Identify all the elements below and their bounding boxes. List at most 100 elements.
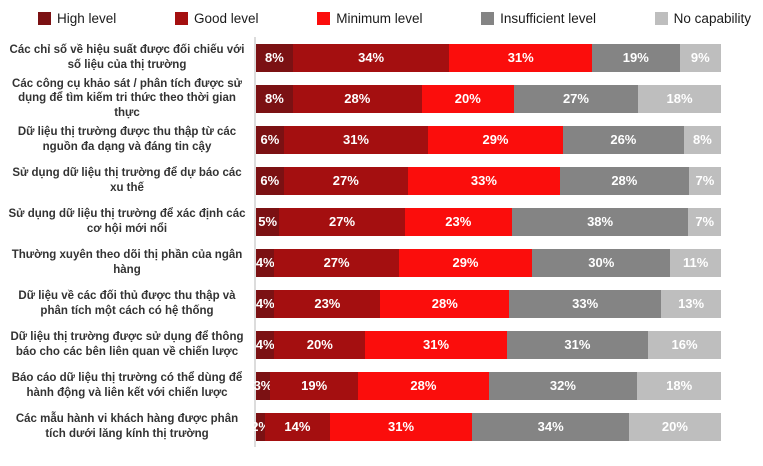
bar-segment-minimum-level: 31% — [365, 330, 507, 359]
value-label: 8% — [265, 50, 284, 65]
bar-area: 3% 19% 28% 32% 18% — [254, 365, 721, 406]
value-label: 20% — [661, 419, 688, 434]
value-label: 33% — [470, 173, 497, 188]
chart-row: Thường xuyên theo dõi thị phần của ngân … — [0, 242, 763, 283]
bar-segment-insufficient-level: 26% — [562, 125, 684, 154]
value-label: 9% — [690, 50, 710, 65]
value-label: 27% — [329, 214, 356, 229]
stacked-bar: 3% 19% 28% 32% 18% — [253, 371, 721, 400]
bar-segment-minimum-level: 28% — [380, 289, 510, 318]
bar-area: 6% 31% 29% 26% 8% — [254, 119, 722, 160]
bar-area: 8% 28% 20% 27% 18% — [254, 78, 721, 119]
value-label: 28% — [611, 173, 638, 188]
value-label: 3% — [253, 378, 273, 393]
value-label: 19% — [301, 378, 328, 393]
chart-row: Báo cáo dữ liệu thị trường có thể dùng đ… — [0, 365, 763, 406]
chart-row: Các công cụ khảo sát / phân tích được sử… — [0, 78, 763, 119]
chart-row: Dữ liệu về các đối thủ được thu thập và … — [0, 283, 763, 324]
bar-area: 4% 27% 29% 30% 11% — [254, 242, 722, 283]
legend-item-no-capability: No capability — [654, 11, 751, 26]
bar-segment-no-capability: 9% — [679, 43, 721, 72]
category-label: Dữ liệu thị trường được sử dụng để thông… — [10, 330, 244, 358]
chart-row: Các chỉ số về hiệu suất được đối chiếu v… — [0, 37, 763, 78]
category-label: Báo cáo dữ liệu thị trường có thể dùng đ… — [11, 371, 243, 399]
value-label: 34% — [537, 419, 564, 434]
bar-segment-no-capability: 8% — [683, 125, 722, 154]
value-label: 27% — [332, 173, 359, 188]
value-label: 20% — [306, 337, 333, 352]
bar-segment-insufficient-level: 27% — [513, 84, 639, 113]
legend-swatch-icon — [38, 12, 51, 25]
legend-item-minimum-level: Minimum level — [317, 11, 422, 26]
legend-label: Insufficient level — [500, 11, 596, 26]
stacked-bar: 6% 31% 29% 26% 8% — [256, 125, 722, 154]
bar-segment-no-capability: 20% — [628, 412, 721, 441]
bar-segment-high-level: 8% — [256, 84, 293, 113]
legend-item-good-level: Good level — [174, 11, 259, 26]
stacked-bar: 2% 14% 31% 34% 20% — [251, 412, 721, 441]
bar-segment-no-capability: 7% — [688, 166, 722, 195]
value-label: 28% — [431, 296, 458, 311]
bar-segment-high-level: 6% — [256, 166, 284, 195]
value-label: 27% — [323, 255, 350, 270]
value-label: 8% — [265, 91, 284, 106]
bar-segment-no-capability: 11% — [670, 248, 722, 277]
legend-label: No capability — [673, 11, 751, 26]
value-label: 4% — [255, 296, 275, 311]
chart-rows: Các chỉ số về hiệu suất được đối chiếu v… — [0, 37, 763, 447]
category-label: Các chỉ số về hiệu suất được đối chiếu v… — [9, 43, 245, 71]
chart-row: Các mẫu hành vi khách hàng được phân tíc… — [0, 406, 763, 447]
bar-segment-insufficient-level: 32% — [488, 371, 638, 400]
bar-segment-insufficient-level: 38% — [511, 207, 689, 236]
stacked-bar: 8% 34% 31% 19% 9% — [256, 43, 721, 72]
bar-segment-high-level: 6% — [256, 125, 284, 154]
legend-label: Minimum level — [336, 11, 423, 26]
bar-segment-good-level: 14% — [265, 412, 330, 441]
value-label: 19% — [622, 50, 649, 65]
value-label: 32% — [549, 378, 576, 393]
bar-area: 5% 27% 23% 38% 7% — [254, 201, 721, 242]
bar-segment-good-level: 34% — [292, 43, 450, 72]
value-label: 11% — [683, 255, 709, 270]
bar-area: 4% 20% 31% 31% 16% — [254, 324, 721, 365]
bar-segment-high-level: 4% — [255, 289, 275, 318]
bar-area: 4% 23% 28% 33% 13% — [254, 283, 721, 324]
value-label: 26% — [610, 132, 637, 147]
bar-segment-high-level: 4% — [255, 330, 275, 359]
bar-segment-high-level: 4% — [255, 248, 275, 277]
value-label: 38% — [587, 214, 614, 229]
legend: High level Good level Minimum level Insuffi… — [0, 0, 763, 28]
bar-segment-insufficient-level: 30% — [532, 248, 671, 277]
legend-swatch-icon — [317, 12, 331, 25]
legend-label: High level — [57, 11, 117, 26]
legend-swatch-icon — [174, 12, 188, 25]
value-label: 4% — [255, 337, 275, 352]
bar-segment-no-capability: 18% — [637, 371, 721, 400]
value-label: 34% — [358, 50, 385, 65]
value-label: 31% — [342, 132, 369, 147]
bar-segment-high-level: 3% — [253, 371, 273, 400]
bar-segment-minimum-level: 31% — [329, 412, 473, 441]
category-label: Các công cụ khảo sát / phân tích được sử… — [12, 77, 242, 119]
bar-segment-minimum-level: 33% — [407, 166, 560, 195]
value-label: 18% — [666, 91, 693, 106]
value-label: 6% — [260, 132, 280, 147]
bar-segment-minimum-level: 28% — [358, 371, 489, 400]
category-label: Dữ liệu thị trường được thu thập từ các … — [17, 125, 237, 153]
stacked-bar: 6% 27% 33% 28% 7% — [256, 166, 722, 195]
bar-segment-insufficient-level: 28% — [559, 166, 689, 195]
value-label: 4% — [255, 255, 275, 270]
value-label: 13% — [678, 296, 705, 311]
bar-segment-minimum-level: 29% — [428, 125, 563, 154]
value-label: 31% — [564, 337, 591, 352]
bar-area: 8% 34% 31% 19% 9% — [254, 37, 721, 78]
bar-area: 2% 14% 31% 34% 20% — [251, 406, 721, 447]
value-label: 30% — [588, 255, 615, 270]
value-label: 27% — [562, 91, 589, 106]
bar-segment-minimum-level: 31% — [449, 43, 593, 72]
value-label: 6% — [260, 173, 280, 188]
category-label: Dữ liệu về các đối thủ được thu thập và … — [18, 289, 236, 317]
bar-segment-good-level: 31% — [283, 125, 429, 154]
value-label: 20% — [454, 91, 481, 106]
legend-item-insufficient-level: Insufficient level — [481, 11, 596, 26]
